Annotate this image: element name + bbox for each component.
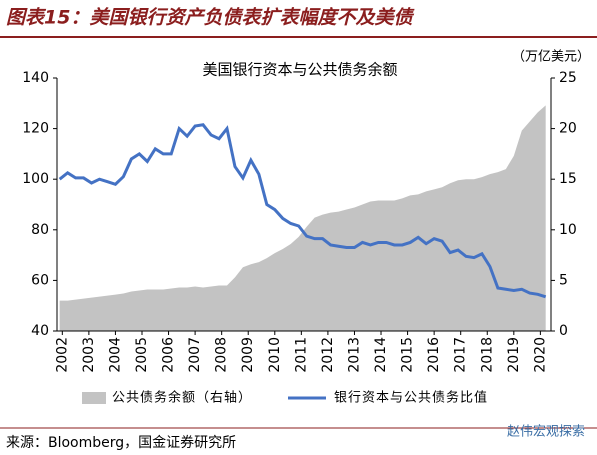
x-tick-label: 2012 <box>320 337 336 373</box>
x-tick-label: 2017 <box>453 337 469 373</box>
legend-label: 公共债务余额（右轴） <box>112 390 252 406</box>
x-tick-label: 2006 <box>161 337 177 373</box>
y-tick-label: 60 <box>31 272 49 288</box>
x-tick-label: 2020 <box>532 337 548 373</box>
y2-tick-label: 5 <box>559 272 568 288</box>
x-tick-label: 2011 <box>293 337 309 373</box>
y2-tick-label: 0 <box>559 323 568 339</box>
x-tick-label: 2015 <box>400 337 416 373</box>
legend-label: 银行资本与公共债务比值 <box>334 390 488 406</box>
x-tick-label: 2010 <box>267 337 283 373</box>
x-tick-label: 2003 <box>81 337 97 373</box>
y2-tick-label: 15 <box>559 171 577 187</box>
x-tick-label: 2002 <box>54 337 70 373</box>
x-tick-label: 2013 <box>346 337 362 373</box>
y-tick-label: 40 <box>31 323 49 339</box>
area <box>59 105 546 331</box>
x-tick-label: 2014 <box>373 337 389 373</box>
watermark: 赵伟宏观探索 <box>507 425 585 440</box>
y-tick-label: 100 <box>22 171 49 187</box>
y-tick-label: 140 <box>22 70 49 86</box>
line <box>58 123 547 299</box>
x-tick-label: 2007 <box>187 337 203 373</box>
y-tick-label: 120 <box>22 121 49 137</box>
y2-tick-label: 25 <box>559 70 577 86</box>
source: 来源：Bloomberg，国金证券研究所 <box>6 435 236 451</box>
x-tick-label: 2016 <box>426 337 442 373</box>
y-tick-label: 80 <box>31 222 49 238</box>
x-tick-label: 2009 <box>240 337 256 373</box>
y2-unit: （万亿美元） <box>512 50 590 65</box>
chart-title: 美国银行资本与公共债务余额 <box>202 61 397 79</box>
x-tick-label: 2008 <box>214 337 230 373</box>
x-tick-label: 2019 <box>506 337 522 373</box>
header-title: 图表15：美国银行资产负债表扩表幅度不及美债 <box>6 7 415 29</box>
y2-tick-label: 20 <box>559 121 577 137</box>
x-tick-label: 2018 <box>479 337 495 373</box>
x-tick-label: 2005 <box>134 337 150 373</box>
legend-swatch <box>82 392 106 404</box>
x-tick-label: 2004 <box>107 337 123 373</box>
y2-tick-label: 10 <box>559 222 577 238</box>
